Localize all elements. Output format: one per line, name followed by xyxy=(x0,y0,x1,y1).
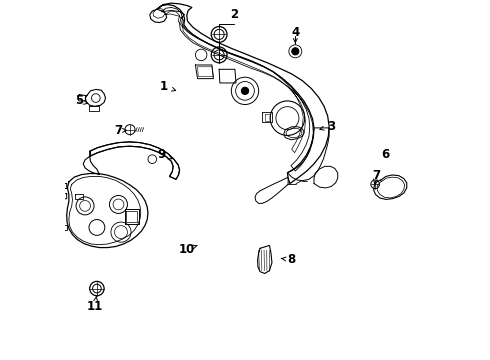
Circle shape xyxy=(242,87,248,94)
Text: 4: 4 xyxy=(291,26,299,39)
Circle shape xyxy=(292,48,299,55)
Text: 8: 8 xyxy=(288,253,296,266)
Text: 10: 10 xyxy=(179,243,195,256)
Text: 5: 5 xyxy=(75,94,83,107)
Text: 6: 6 xyxy=(381,148,390,161)
Text: 9: 9 xyxy=(157,148,166,161)
Text: 3: 3 xyxy=(327,120,335,132)
Text: 7: 7 xyxy=(372,169,380,182)
Text: 2: 2 xyxy=(230,8,238,21)
Text: 1: 1 xyxy=(160,80,168,93)
Text: 7: 7 xyxy=(114,124,122,137)
Text: 11: 11 xyxy=(87,300,103,313)
